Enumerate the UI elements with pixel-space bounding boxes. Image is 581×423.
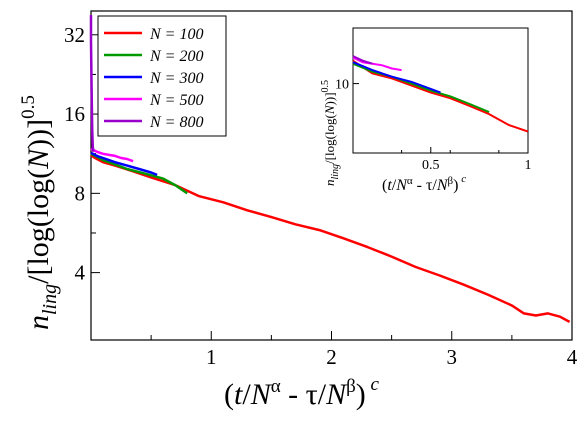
- main-y-axis-label: nling/[log(log(N))]0.5: [18, 95, 61, 330]
- legend-label-n100: N = 100: [149, 26, 203, 43]
- inset-x-tick-label: 0.5: [422, 158, 440, 173]
- legend-label-n500: N = 500: [149, 92, 203, 109]
- main-x-axis-label: (t/Nα - τ/Nβ) c: [224, 374, 380, 411]
- main-y-tick-label: 32: [64, 23, 85, 47]
- inset-series-n800: [352, 55, 373, 65]
- inset-y-axis-label: nling/[log(log(N))]0.5: [320, 80, 341, 186]
- inset-series-n200: [352, 62, 490, 113]
- inset-y-tick-label: 10: [335, 78, 349, 93]
- legend-items: N = 100 N = 200 N = 300 N = 500 N = 800: [104, 26, 203, 131]
- main-x-tick-label: 2: [326, 345, 337, 369]
- inset-tick-labels: 0.5 1 10: [335, 78, 532, 173]
- inset-ticks: [353, 83, 529, 153]
- inset-plot-frame: [352, 27, 529, 154]
- main-series-n500: [90, 147, 134, 163]
- inset-x-tick-label: 1: [525, 158, 532, 173]
- legend-label-n200: N = 200: [149, 48, 203, 65]
- legend-label-n300: N = 300: [149, 70, 203, 87]
- main-ticks: [91, 34, 573, 340]
- main-series-n300: [90, 151, 158, 177]
- main-series-n800: [89, 15, 95, 152]
- main-x-tick-label: 1: [206, 345, 217, 369]
- inset-series-n300: [352, 61, 441, 94]
- main-y-tick-label: 4: [75, 261, 86, 285]
- legend: N = 100 N = 200 N = 300 N = 500 N = 800: [97, 15, 227, 137]
- main-y-tick-label: 16: [64, 102, 85, 126]
- inset-series-lines: [352, 55, 529, 133]
- legend-label-n800: N = 800: [149, 114, 203, 131]
- main-y-tick-label: 8: [75, 181, 86, 205]
- main-tick-labels: 1 2 3 4 4 8 16 32: [64, 23, 578, 369]
- main-x-tick-label: 4: [567, 345, 578, 369]
- main-series-n200: [90, 152, 188, 195]
- main-x-tick-label: 3: [447, 345, 458, 369]
- main-series-lines: [89, 15, 571, 323]
- inset-chart: 0.5 1 10 (t/Nα - τ/Nβ) c nling/[log(log(N)…: [320, 27, 532, 194]
- inset-series-n100: [352, 59, 529, 133]
- inset-series-n500: [352, 56, 402, 72]
- inset-x-axis-label: (t/Nα - τ/Nβ) c: [382, 173, 466, 194]
